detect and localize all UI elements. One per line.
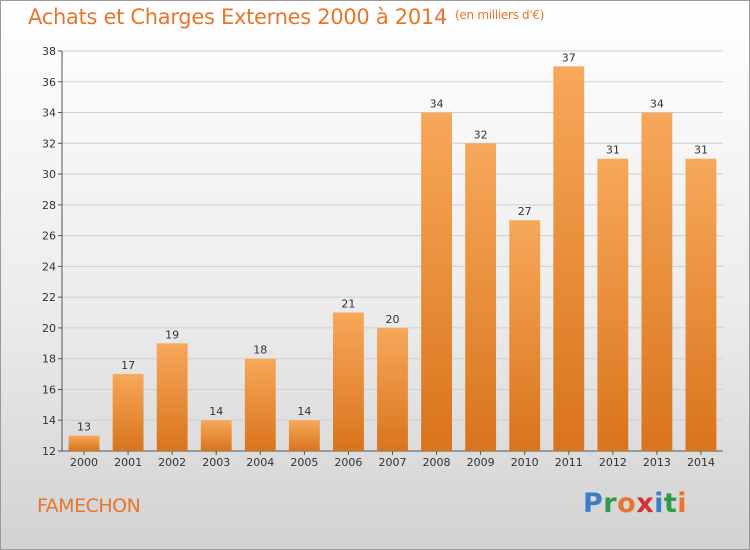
y-tick-label: 32 — [42, 137, 56, 150]
logo-letter: i — [654, 488, 664, 519]
bar-value-label: 31 — [694, 144, 708, 157]
bar — [509, 220, 541, 451]
bar-value-label: 32 — [474, 128, 488, 141]
y-tick-label: 14 — [42, 414, 56, 427]
bar — [200, 420, 232, 451]
x-tick-label: 2004 — [246, 456, 274, 469]
bar — [377, 327, 408, 451]
logo-letter: o — [617, 488, 637, 519]
y-tick-label: 34 — [42, 107, 56, 120]
y-tick-label: 12 — [42, 445, 56, 458]
town-name: FAMECHON — [37, 495, 141, 517]
y-tick-label: 18 — [42, 353, 56, 366]
x-tick-label: 2000 — [70, 456, 98, 469]
x-tick-label: 2012 — [599, 456, 627, 469]
bar-value-label: 20 — [386, 313, 400, 326]
bar — [68, 435, 100, 451]
logo-letter: t — [663, 488, 678, 519]
x-tick-label: 2008 — [423, 456, 451, 469]
bar-value-label: 34 — [430, 98, 444, 111]
bar-value-label: 34 — [650, 98, 664, 111]
bar-value-label: 14 — [297, 405, 311, 418]
y-tick-label: 26 — [42, 230, 56, 243]
x-tick-label: 2013 — [643, 456, 671, 469]
bar — [112, 374, 144, 451]
chart-unit: (en milliers d'€) — [455, 8, 545, 22]
y-tick-label: 36 — [42, 76, 56, 89]
bar — [685, 158, 717, 451]
bar-value-label: 21 — [341, 298, 355, 311]
bar — [597, 158, 629, 451]
x-tick-label: 2003 — [202, 456, 230, 469]
y-tick-label: 24 — [42, 260, 56, 273]
y-tick-label: 28 — [42, 199, 56, 212]
labels: 12 14 16 18 20 22 24 26 28 30 32 34 36 38 2000 13 2001 17… — [42, 45, 715, 469]
y-tick-label: 16 — [42, 383, 56, 396]
x-tick-label: 2011 — [555, 456, 583, 469]
bar — [553, 66, 585, 451]
bar-value-label: 27 — [518, 205, 532, 218]
chart-title: Achats et Charges Externes 2000 à 2014 (e… — [28, 5, 544, 29]
logo-letter: x — [636, 488, 655, 519]
bar — [288, 420, 320, 451]
proxiti-logo: Proxiti — [583, 488, 687, 519]
bar — [421, 112, 452, 452]
y-tick-label: 38 — [42, 45, 56, 58]
bar-value-label: 31 — [606, 144, 620, 157]
bar-value-label: 14 — [209, 405, 223, 418]
bar — [156, 343, 188, 451]
logo-letter: P — [583, 488, 604, 519]
logo-letter: i — [677, 488, 688, 519]
x-tick-label: 2014 — [687, 456, 715, 469]
bars — [68, 66, 717, 452]
y-tick-label: 30 — [42, 168, 56, 181]
x-tick-label: 2009 — [467, 456, 495, 469]
x-tick-label: 2001 — [114, 456, 142, 469]
x-tick-label: 2005 — [290, 456, 318, 469]
bar — [641, 112, 673, 452]
bar-value-label: 18 — [253, 344, 267, 357]
bar-value-label: 19 — [165, 328, 179, 341]
bar-value-label: 13 — [77, 421, 91, 434]
bar — [244, 358, 276, 451]
logo-letter: r — [603, 488, 618, 519]
x-tick-label: 2002 — [158, 456, 186, 469]
x-tick-label: 2010 — [511, 456, 539, 469]
y-tick-label: 22 — [42, 291, 56, 304]
chart-title-text: Achats et Charges Externes 2000 à 2014 — [28, 5, 448, 29]
x-tick-label: 2007 — [379, 456, 407, 469]
bar-value-label: 37 — [562, 51, 576, 64]
bar — [333, 312, 364, 451]
bar-value-label: 17 — [121, 359, 135, 372]
x-tick-label: 2006 — [334, 456, 362, 469]
bar — [465, 143, 497, 452]
y-tick-label: 20 — [42, 322, 56, 335]
